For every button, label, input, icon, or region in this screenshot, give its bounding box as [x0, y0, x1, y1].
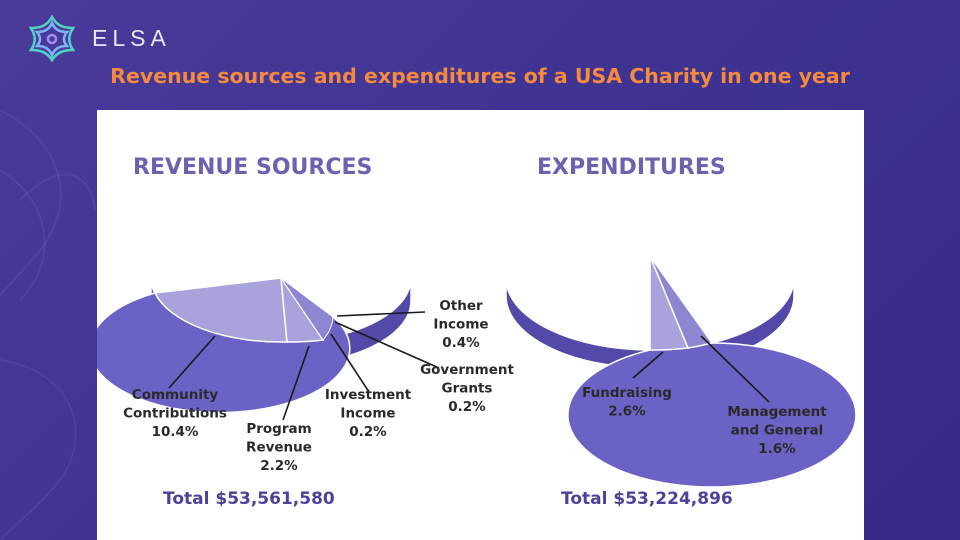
revenue-slice-labels: Community Contributions 10.4% Program Revenu… — [123, 298, 514, 474]
revenue-slice-small-sources — [280, 277, 334, 341]
revenue-leader-lines — [168, 311, 440, 421]
expenditures-chart-title: EXPENDITURES — [537, 155, 726, 180]
chart-panel: REVENUE SOURCES Donated Food 86.6% Commun… — [97, 110, 864, 540]
brand-logo[interactable]: ELSA — [26, 14, 171, 62]
label-fundraising: Fundraising 2.6% — [582, 385, 672, 420]
pie-charts-figure: REVENUE SOURCES Donated Food 86.6% Commun… — [97, 155, 857, 509]
revenue-chart-title: REVENUE SOURCES — [133, 155, 372, 180]
label-program-revenue: Program Revenue 2.2% — [246, 421, 312, 474]
brand-name: ELSA — [92, 24, 171, 51]
label-other-income: Other Income 0.4% — [433, 298, 488, 351]
revenue-total: Total $53,561,580 — [163, 489, 335, 509]
label-government-grants: Government Grants 0.2% — [420, 362, 514, 415]
revenue-slice-community-contributions — [153, 277, 288, 343]
expenditures-slice-management-general — [649, 255, 714, 349]
revenue-chart: REVENUE SOURCES Donated Food 86.6% Commun… — [97, 155, 514, 509]
elsa-star-logo-icon — [28, 14, 76, 62]
slide-title: Revenue sources and expenditures of a US… — [110, 64, 850, 88]
expenditures-chart: EXPENDITURES Program Services 95.8% Fundr… — [505, 155, 857, 509]
expenditures-leader-lines — [632, 335, 770, 403]
expenditures-slice-labels: Fundraising 2.6% Management and General 1.6% — [582, 385, 827, 457]
expenditures-total: Total $53,224,896 — [561, 489, 733, 509]
expenditures-pie-top — [567, 253, 857, 488]
label-management-and-general: Management and General 1.6% — [727, 404, 827, 457]
label-donated-food: Donated Food 86.6% — [218, 215, 324, 250]
revenue-label-donated-food: Donated Food 86.6% — [218, 215, 324, 250]
label-program-services: Program Services 95.8% — [582, 215, 716, 250]
label-investment-income: Investment Income 0.2% — [325, 387, 412, 440]
label-community-contributions: Community Contributions 10.4% — [123, 387, 227, 440]
expenditures-label-program-services: Program Services 95.8% — [582, 215, 716, 250]
